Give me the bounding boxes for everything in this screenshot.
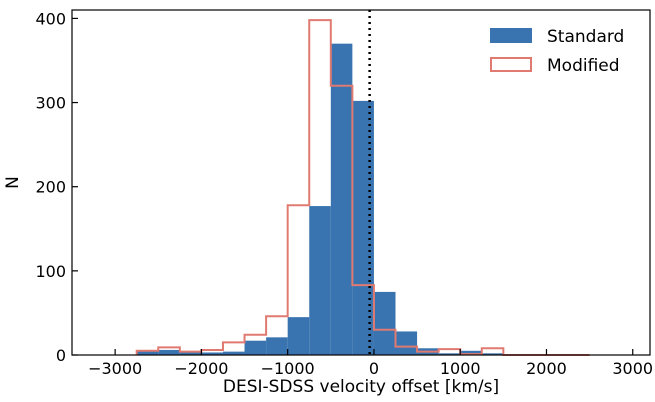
y-tick-label: 300 <box>35 94 66 113</box>
x-tick-label: −2000 <box>174 359 228 378</box>
x-axis-label: DESI-SDSS velocity offset [km/s] <box>223 377 499 397</box>
standard-bar <box>201 352 223 355</box>
standard-bar <box>352 100 374 355</box>
x-tick-label: 3000 <box>612 359 653 378</box>
plot-frame <box>71 9 651 356</box>
x-tick-label: 0 <box>369 359 379 378</box>
y-tick-label: 400 <box>35 9 66 28</box>
y-tick-label: 0 <box>56 346 66 365</box>
legend-label-modified: Modified <box>547 56 620 76</box>
legend: Standard Modified <box>490 27 624 76</box>
standard-bar <box>438 353 461 355</box>
y-tick-label: 200 <box>35 178 66 197</box>
standard-bar <box>244 340 267 355</box>
y-tick-label: 100 <box>35 262 66 281</box>
x-tick-label: −3000 <box>88 359 142 378</box>
standard-bar <box>460 350 482 355</box>
legend-label-standard: Standard <box>547 27 624 47</box>
y-axis-label: N <box>3 176 23 189</box>
standard-bar <box>309 206 331 355</box>
x-tick-label: 2000 <box>526 359 567 378</box>
standard-bar <box>481 353 504 355</box>
standard-bar <box>266 337 288 355</box>
standard-bar <box>395 331 418 355</box>
standard-bar <box>136 350 159 355</box>
standard-series <box>136 43 525 355</box>
standard-bar <box>287 317 310 355</box>
standard-bar <box>179 352 202 355</box>
x-axis: −3000 −2000 −1000 0 1000 2000 3000 <box>88 349 653 378</box>
standard-bar <box>158 349 180 355</box>
x-tick-label: −1000 <box>261 359 315 378</box>
legend-swatch-standard <box>490 28 532 43</box>
standard-bar <box>330 43 353 355</box>
y-axis: 0 100 200 300 400 <box>35 9 78 365</box>
standard-bar <box>373 291 396 355</box>
legend-swatch-modified <box>490 57 532 72</box>
standard-bar <box>222 351 245 355</box>
x-tick-label: 1000 <box>440 359 481 378</box>
